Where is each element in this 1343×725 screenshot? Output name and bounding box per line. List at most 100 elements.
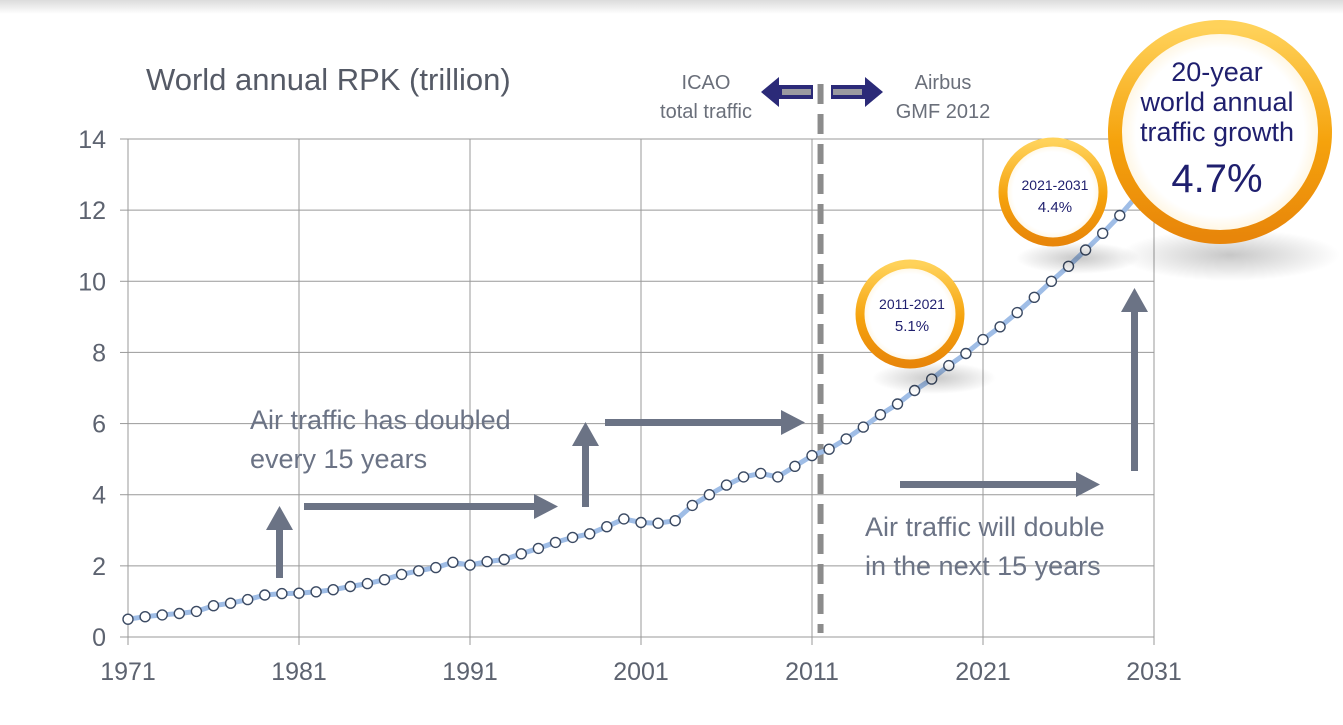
up-arrow-icon (572, 422, 599, 507)
airbus-label-line1: Airbus (915, 72, 972, 94)
data-point (1096, 227, 1109, 240)
x-tick-label: 2021 (955, 658, 1011, 686)
data-point (481, 555, 493, 568)
data-point (720, 479, 733, 491)
y-tick-label: 6 (92, 411, 106, 439)
data-point (361, 577, 374, 590)
badge-2021-2031: 2021-2031 4.4% (998, 137, 1140, 274)
data-point (1045, 275, 1058, 287)
doubled-text-line1: Air traffic has doubled (250, 405, 511, 435)
badge-big-line2: world annual (1139, 87, 1293, 117)
right-arrow-icon (304, 494, 558, 519)
badge-big-line3: traffic growth (1140, 117, 1294, 147)
data-point (447, 556, 459, 568)
data-point (430, 561, 442, 574)
badge-2021-period: 2021-2031 (1022, 177, 1089, 193)
y-tick-labels: 0 2 4 6 8 10 12 14 (78, 126, 106, 652)
data-point (413, 565, 425, 577)
data-point (515, 548, 527, 560)
data-point (190, 605, 203, 618)
data-point (241, 593, 254, 606)
y-tick-label: 14 (78, 126, 106, 154)
data-point (378, 574, 391, 586)
data-point (395, 568, 408, 581)
data-point (276, 587, 288, 600)
up-arrow-icon (266, 506, 293, 578)
will-double-text-line2: in the next 15 years (865, 551, 1101, 581)
data-point (652, 517, 664, 529)
data-point (224, 597, 237, 609)
data-point (498, 553, 510, 566)
data-point (686, 499, 698, 512)
data-point (755, 467, 767, 480)
x-tick-label: 1971 (100, 658, 156, 686)
y-tick-label: 0 (92, 624, 106, 652)
y-tick-label: 12 (78, 197, 106, 225)
data-point (601, 521, 613, 533)
airbus-label-line2: GMF 2012 (896, 101, 990, 123)
x-tick-label: 1991 (442, 658, 498, 686)
y-tick-label: 10 (78, 268, 106, 296)
data-point (259, 589, 271, 601)
right-arrow-icon (900, 472, 1100, 497)
data-point (173, 607, 186, 620)
data-point (789, 460, 801, 472)
data-point (207, 600, 220, 612)
badge-2021-value: 4.4% (1038, 199, 1072, 216)
data-point (1114, 209, 1126, 222)
data-point (703, 489, 716, 501)
right-arrow-icon (605, 410, 805, 435)
x-tick-label: 1981 (271, 658, 327, 686)
will-double-text-line1: Air traffic will double (865, 512, 1105, 542)
y-tick-label: 4 (92, 482, 106, 510)
data-point (156, 609, 168, 621)
data-point (960, 347, 972, 360)
data-point (464, 559, 476, 571)
chart-title: World annual RPK (trillion) (146, 62, 511, 97)
data-point (994, 321, 1006, 333)
data-point (635, 516, 647, 529)
data-point (891, 398, 904, 410)
airbus-arrow-icon (831, 77, 883, 107)
data-point (737, 471, 750, 483)
data-point (584, 528, 596, 540)
data-point (1011, 306, 1023, 319)
icao-label-line1: ICAO (682, 72, 731, 94)
data-point (772, 471, 784, 483)
data-point (549, 536, 562, 549)
x-tick-labels: 1971 1981 1991 2001 2011 2021 2031 (100, 658, 1182, 686)
badge-2011-2021: 2011-2021 5.1% (855, 259, 996, 394)
data-point (566, 531, 579, 544)
data-point (122, 613, 134, 625)
data-point (618, 513, 630, 525)
annotation-arrows (266, 288, 1148, 578)
data-point (840, 433, 852, 445)
badge-big-value: 4.7% (1171, 157, 1262, 201)
data-point (344, 580, 356, 593)
data-point (310, 586, 322, 598)
x-tick-label: 2031 (1126, 658, 1182, 686)
up-arrow-icon (1121, 288, 1148, 471)
data-point (977, 333, 989, 346)
data-point (327, 584, 339, 596)
y-tick-label: 2 (92, 553, 106, 581)
data-point (806, 449, 818, 462)
badge-20-year: 20-year world annual traffic growth 4.7% (1108, 20, 1340, 281)
x-tick-label: 2001 (613, 658, 669, 686)
x-tick-label: 2011 (785, 658, 839, 686)
badge-2011-value: 5.1% (895, 318, 929, 335)
data-point (1028, 291, 1041, 303)
grid-layer (120, 138, 1155, 645)
data-point (823, 443, 835, 455)
rpk-data-points (122, 190, 1143, 625)
doubled-text-line2: every 15 years (250, 444, 427, 474)
data-point (669, 515, 681, 527)
data-point (874, 409, 887, 421)
data-point (532, 542, 545, 555)
badge-2011-period: 2011-2021 (879, 296, 945, 312)
badge-big-line1: 20-year (1171, 57, 1263, 87)
icao-label-line2: total traffic (660, 101, 752, 123)
top-shadow (0, 0, 1343, 14)
data-point (139, 611, 151, 623)
